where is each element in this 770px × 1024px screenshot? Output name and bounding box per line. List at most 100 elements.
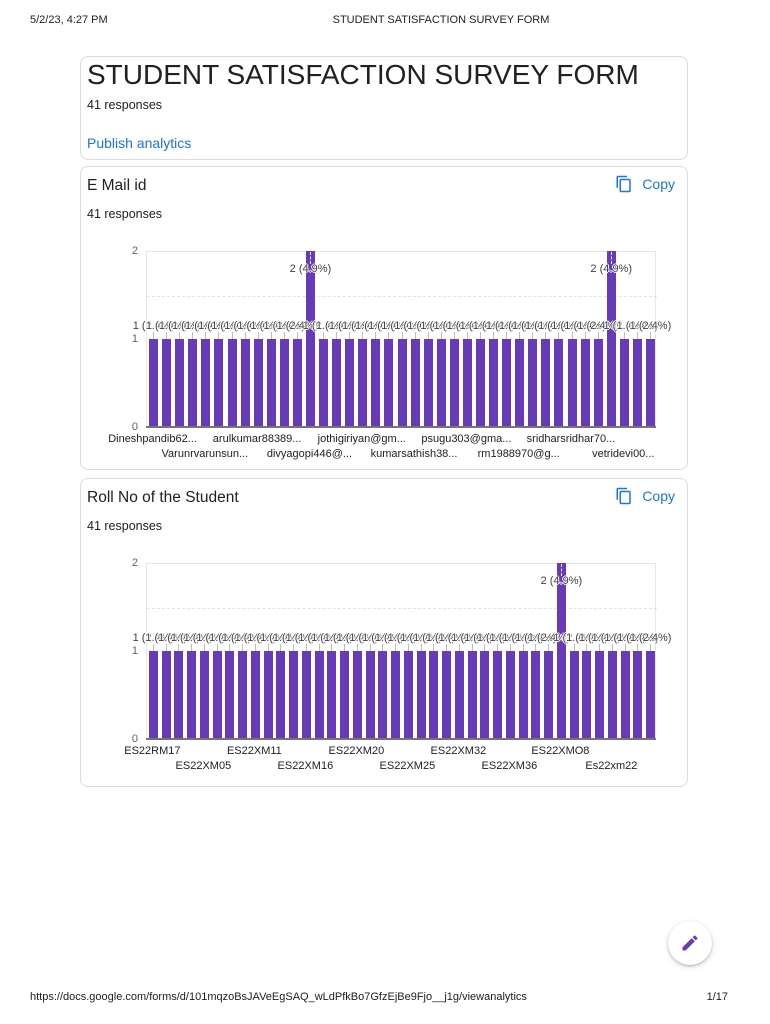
- bar-value-annotation: 1 (2.4%): [451, 632, 493, 644]
- bar[interactable]: [646, 651, 656, 739]
- bar[interactable]: [403, 651, 413, 739]
- bar[interactable]: [607, 651, 617, 739]
- x-axis-tick-label: ES22XM20: [328, 745, 385, 757]
- bar[interactable]: [201, 339, 211, 427]
- bar[interactable]: [188, 339, 198, 427]
- bar[interactable]: [436, 339, 446, 427]
- bar[interactable]: [174, 651, 184, 739]
- bar[interactable]: [240, 339, 250, 427]
- bar[interactable]: [371, 339, 381, 427]
- bar[interactable]: [301, 651, 311, 739]
- bar-value-annotation: 1 (2.4%): [315, 320, 358, 332]
- bar[interactable]: [276, 651, 286, 739]
- bar[interactable]: [250, 651, 260, 739]
- bar[interactable]: [238, 651, 248, 739]
- bar-value-annotation: 1 (2.4%): [183, 632, 226, 644]
- bar[interactable]: [410, 339, 420, 427]
- copy-button[interactable]: Copy: [615, 175, 675, 193]
- bar[interactable]: [378, 651, 388, 739]
- bar[interactable]: [595, 651, 605, 739]
- bar[interactable]: [515, 339, 525, 427]
- bar[interactable]: [489, 339, 499, 427]
- edit-form-fab[interactable]: [668, 921, 712, 965]
- bar-value-annotation: 1 (2.4%): [209, 632, 251, 644]
- bar[interactable]: [632, 339, 642, 427]
- bar[interactable]: [319, 339, 329, 427]
- annotation-leader: [153, 332, 155, 339]
- annotation-leader: [584, 332, 586, 339]
- bar[interactable]: [593, 339, 603, 427]
- y-axis-tick-label: 2: [131, 245, 138, 257]
- publish-analytics-link[interactable]: Publish analytics: [87, 135, 192, 151]
- annotation-leader: [270, 332, 272, 339]
- bar[interactable]: [199, 651, 209, 739]
- bar[interactable]: [480, 651, 490, 739]
- copy-button[interactable]: Copy: [615, 487, 675, 505]
- bar[interactable]: [175, 339, 185, 427]
- bar[interactable]: [619, 339, 629, 427]
- bar[interactable]: [214, 339, 224, 427]
- bar[interactable]: [633, 651, 643, 739]
- annotation-leader: [471, 644, 473, 651]
- bar[interactable]: [314, 651, 324, 739]
- bar[interactable]: [528, 339, 538, 427]
- bar[interactable]: [358, 339, 368, 427]
- bar[interactable]: [645, 339, 655, 427]
- bar[interactable]: [544, 651, 554, 739]
- bar[interactable]: [225, 651, 235, 739]
- bar[interactable]: [279, 339, 289, 427]
- bar[interactable]: [449, 339, 459, 427]
- bar[interactable]: [162, 339, 172, 427]
- bar[interactable]: [554, 339, 564, 427]
- bar[interactable]: [505, 651, 515, 739]
- bar[interactable]: [289, 651, 299, 739]
- bar[interactable]: [352, 651, 362, 739]
- bar[interactable]: [253, 339, 263, 427]
- bar[interactable]: [556, 563, 566, 739]
- bar[interactable]: [340, 651, 350, 739]
- bar[interactable]: [416, 651, 426, 739]
- bar[interactable]: [391, 651, 401, 739]
- bar[interactable]: [227, 339, 237, 427]
- bar[interactable]: [263, 651, 273, 739]
- bar[interactable]: [292, 339, 302, 427]
- annotation-leader: [231, 332, 233, 339]
- bar[interactable]: [429, 651, 439, 739]
- bar[interactable]: [462, 339, 472, 427]
- bar[interactable]: [384, 339, 394, 427]
- bar[interactable]: [442, 651, 452, 739]
- bar[interactable]: [493, 651, 503, 739]
- annotation-leader: [178, 644, 180, 651]
- bar[interactable]: [266, 339, 276, 427]
- bar[interactable]: [580, 339, 590, 427]
- bar[interactable]: [518, 651, 528, 739]
- bar[interactable]: [332, 339, 342, 427]
- bar[interactable]: [423, 339, 433, 427]
- bar[interactable]: [541, 339, 551, 427]
- bar[interactable]: [397, 339, 407, 427]
- annotation-leader: [369, 644, 371, 651]
- responses-count: 41 responses: [87, 98, 163, 112]
- bar[interactable]: [620, 651, 630, 739]
- bar[interactable]: [148, 651, 158, 739]
- bar[interactable]: [502, 339, 512, 427]
- bar[interactable]: [567, 339, 577, 427]
- bar[interactable]: [365, 651, 375, 739]
- bar[interactable]: [454, 651, 464, 739]
- bar[interactable]: [582, 651, 592, 739]
- bar[interactable]: [212, 651, 222, 739]
- annotation-leader: [637, 644, 639, 651]
- bar-value-annotation: 1 (2.4%): [224, 320, 266, 332]
- bar-value-annotation: 1 (2.4%): [515, 632, 557, 644]
- bar[interactable]: [187, 651, 197, 739]
- bar[interactable]: [606, 251, 616, 427]
- bar[interactable]: [467, 651, 477, 739]
- bar[interactable]: [161, 651, 171, 739]
- bar[interactable]: [327, 651, 337, 739]
- bar[interactable]: [149, 339, 159, 427]
- bar[interactable]: [531, 651, 541, 739]
- bar[interactable]: [475, 339, 485, 427]
- bar[interactable]: [569, 651, 579, 739]
- bar[interactable]: [305, 251, 315, 427]
- bar[interactable]: [345, 339, 355, 427]
